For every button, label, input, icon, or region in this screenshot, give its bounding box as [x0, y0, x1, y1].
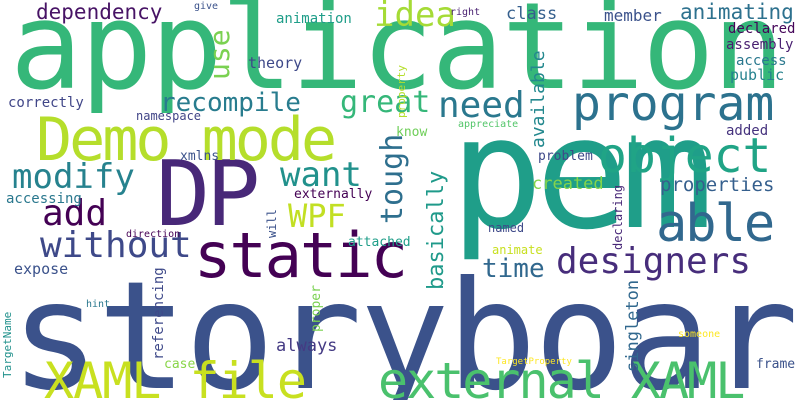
word-right: right [450, 7, 481, 18]
word-accessing: accessing [6, 191, 82, 207]
word-attached: attached [348, 235, 411, 250]
word-hint: hint [86, 299, 111, 310]
word-declared: declared [728, 21, 796, 37]
word-modify: modify [12, 157, 135, 197]
word-direction: direction [126, 229, 181, 240]
word-animate: animate [492, 243, 543, 257]
word-frame: frame [756, 357, 796, 372]
word-properties: properties [660, 174, 775, 196]
word-use: use [203, 29, 236, 80]
word-problem: problem [538, 149, 593, 164]
word-expose: expose [14, 260, 69, 278]
word-application: application [10, 0, 785, 117]
word-animation: animation [276, 11, 352, 27]
word-object: object [598, 128, 772, 184]
word-time: time [482, 254, 545, 284]
word-class: class [506, 4, 558, 24]
word-targetproperty: TargetProperty [496, 357, 572, 367]
word-dependency: dependency [36, 0, 163, 24]
word-public: public [730, 66, 785, 84]
word-designers: designers [556, 241, 752, 282]
word-want: want [280, 155, 362, 195]
word-property: property [395, 65, 408, 118]
word-great: great [340, 85, 431, 120]
word-xmlns: xmlns [180, 149, 220, 164]
word-singleton: singleton [623, 279, 643, 372]
word-recompile: recompile [160, 88, 301, 118]
word-basically: basically [424, 170, 449, 290]
word-targetname: TargetName [1, 311, 14, 378]
word-give: give [194, 1, 219, 12]
word-member: member [604, 6, 662, 25]
word-externally: externally [294, 187, 373, 202]
word-available: available [528, 50, 549, 148]
word-always: always [276, 336, 338, 356]
word-xaml-file: XAML file [44, 352, 307, 400]
word-storyboard: storyboard [10, 250, 800, 400]
word-case: case [164, 357, 196, 372]
word-add: add [42, 193, 108, 234]
word-without: without [40, 225, 192, 266]
word-theory: theory [248, 54, 303, 72]
word-created: created [532, 174, 604, 194]
word-declaring: declaring [611, 184, 625, 250]
word-will: will [265, 209, 279, 238]
word-external-xaml: external XAML [378, 352, 745, 400]
word-dp: DP [156, 142, 260, 247]
word-referencing: referencing [151, 267, 167, 360]
word-named: named [488, 221, 525, 235]
word-added: added [726, 123, 769, 139]
word-namespace: namespace [136, 109, 202, 123]
word-pem: pem [450, 83, 714, 264]
word-idea: idea [374, 0, 456, 35]
word-program: program [572, 76, 775, 132]
word-able: able [656, 194, 775, 254]
word-someone: someone [678, 329, 721, 340]
word-know: know [396, 125, 428, 140]
word-animating: animating [680, 0, 794, 24]
word-assembly: assembly [726, 37, 794, 53]
word-demo-mode: Demo mode [36, 105, 337, 175]
word-wpf: WPF [288, 197, 346, 235]
word-correctly: correctly [8, 95, 84, 111]
word-appreciate: appreciate [458, 119, 519, 130]
word-static: static [194, 219, 408, 292]
word-tough: tough [375, 133, 410, 224]
word-proper: proper [309, 285, 324, 332]
word-access: access [736, 53, 787, 69]
word-need: need [438, 85, 525, 126]
